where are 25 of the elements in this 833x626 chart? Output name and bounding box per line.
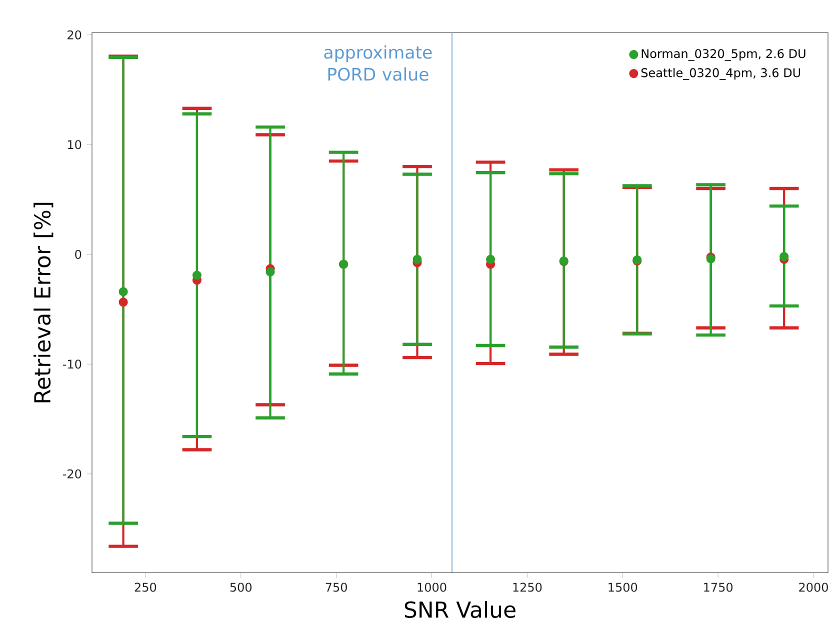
ref-line-label: approximate PORD value	[324, 45, 432, 81]
point	[266, 267, 275, 276]
y-tick-label: 10	[68, 140, 82, 150]
point	[780, 252, 789, 262]
legend-label: Seattle_0320_4pm, 3.6 DU	[641, 68, 800, 80]
x-tick-label: 1000	[418, 582, 446, 592]
y-tick-label: -20	[62, 469, 82, 478]
y-tick-label: 0	[75, 250, 82, 259]
point	[118, 298, 128, 307]
x-tick-label: 1750	[704, 582, 733, 592]
point	[486, 254, 496, 264]
y-tick-label: 20	[68, 30, 82, 40]
x-axis-title: SNR Value	[404, 600, 516, 618]
point	[192, 270, 202, 280]
x-tick-label: 1500	[608, 582, 638, 592]
x-tick-label: 250	[134, 582, 156, 592]
legend-label: Norman_0320_5pm, 2.6 DU	[642, 49, 806, 61]
y-tick-label: -10	[62, 360, 82, 369]
y-axis-title: Retrieval Error [%]	[34, 202, 54, 402]
point	[118, 287, 128, 296]
x-tick-label: 750	[326, 582, 347, 592]
x-tick-label: 500	[230, 582, 252, 592]
x-tick-label: 2000	[799, 582, 828, 592]
x-tick-label: 1250	[513, 582, 542, 592]
point	[412, 254, 422, 264]
